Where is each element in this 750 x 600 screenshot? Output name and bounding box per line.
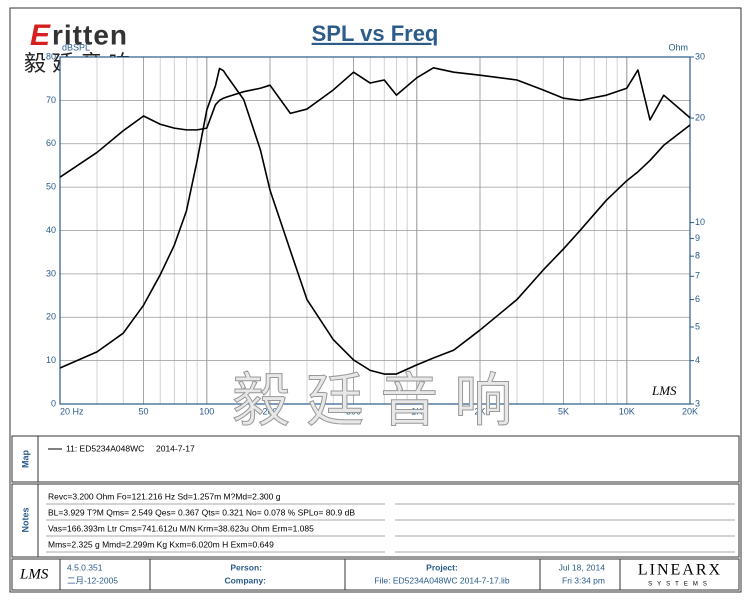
brand-sub: SYSTEMS [648, 582, 712, 588]
watermark: 毅 廷 音 响 [232, 368, 512, 433]
y2-tick-label: 6 [695, 294, 700, 304]
y2-tick-label: 20 [695, 112, 705, 122]
project: Project: [426, 562, 458, 572]
build-date: 二月-12-2005 [67, 575, 118, 585]
y-tick-label: 60 [46, 138, 56, 148]
footer-frame [11, 558, 740, 591]
x-tick-label: 1K [411, 406, 422, 416]
footer-logo: LMS [19, 566, 49, 582]
x-tick-label: 50 [139, 406, 149, 416]
notes: Revc=3.200 Ohm Fo=121.216 Hz Sd=1.257m M… [46, 491, 735, 553]
footer [11, 558, 740, 591]
map-panel [11, 435, 740, 483]
y2-tick-label: 10 [695, 217, 705, 227]
x-tick-label: 10K [619, 406, 635, 416]
x-tick-label: 5K [558, 406, 569, 416]
plot-mark: LMS [651, 383, 677, 398]
x-tick-label: 20K [682, 406, 698, 416]
y-tick-label: 70 [46, 95, 56, 105]
notes-label: Notes [20, 507, 30, 532]
chart-title: SPL vs Freq [312, 21, 439, 46]
plot-frame [59, 56, 691, 405]
y2-axis-label: Ohm [668, 42, 688, 52]
time: Fri 3:34 pm [562, 575, 605, 585]
y2-tick-label: 9 [695, 233, 700, 243]
note-line: Revc=3.200 Ohm Fo=121.216 Hz Sd=1.257m M… [48, 491, 281, 501]
y-tick-label: 30 [46, 268, 56, 278]
file: File: ED5234A048WC 2014-7-17.lib [374, 575, 509, 585]
outer-frame [9, 7, 742, 593]
x-tick-label: 200 [262, 406, 277, 416]
x-tick-label: 100 [199, 406, 214, 416]
series-line [59, 67, 691, 375]
map-label: Map [20, 449, 30, 468]
series-line [59, 67, 691, 178]
y2-tick-label: 3 [695, 398, 700, 408]
y-tick-label: 20 [46, 312, 56, 322]
notes-panel [11, 483, 740, 558]
version: 4.5.0.351 [67, 562, 103, 572]
company: Company: [224, 575, 266, 585]
legend-entry: 11: ED5234A048WC [66, 443, 144, 453]
y-tick-label: 40 [46, 225, 56, 235]
y2-tick-label: 7 [695, 271, 700, 281]
y-axis-label: dBSPL [62, 42, 90, 52]
note-line: Vas=166.393m Ltr Cms=741.612u M/N Krm=38… [48, 523, 314, 533]
note-line: BL=3.929 T?M Qms= 2.549 Qes= 0.367 Qts= … [48, 507, 355, 517]
plot-area: 20 Hz 50 100 200 500 1K 2K 5K 10K 20K 0 10 20 30 40 50 6… [46, 51, 705, 416]
date: Jul 18, 2014 [559, 562, 606, 572]
y2-tick-label: 8 [695, 251, 700, 261]
y-tick-label: 0 [51, 398, 56, 408]
y-tick-label: 80 [46, 51, 56, 61]
note-line: Mms=2.325 g Mmd=2.299m Kg Kxm=6.020m H E… [48, 539, 274, 549]
y-tick-label: 10 [46, 355, 56, 365]
y2-tick-label: 30 [695, 51, 705, 61]
x-tick-label: 20 Hz [60, 406, 84, 416]
y2-tick-label: 5 [695, 321, 700, 331]
person: Person: [230, 562, 262, 572]
x-tick-label: 2K [474, 406, 485, 416]
y2-tick-label: 4 [695, 355, 700, 365]
y-tick-label: 50 [46, 182, 56, 192]
legend-date: 2014-7-17 [156, 443, 195, 453]
x-tick-label: 500 [346, 406, 361, 416]
logo-text: ritten [52, 19, 128, 50]
brand: LINEARX [638, 562, 722, 579]
logo-initial: E [30, 19, 51, 52]
